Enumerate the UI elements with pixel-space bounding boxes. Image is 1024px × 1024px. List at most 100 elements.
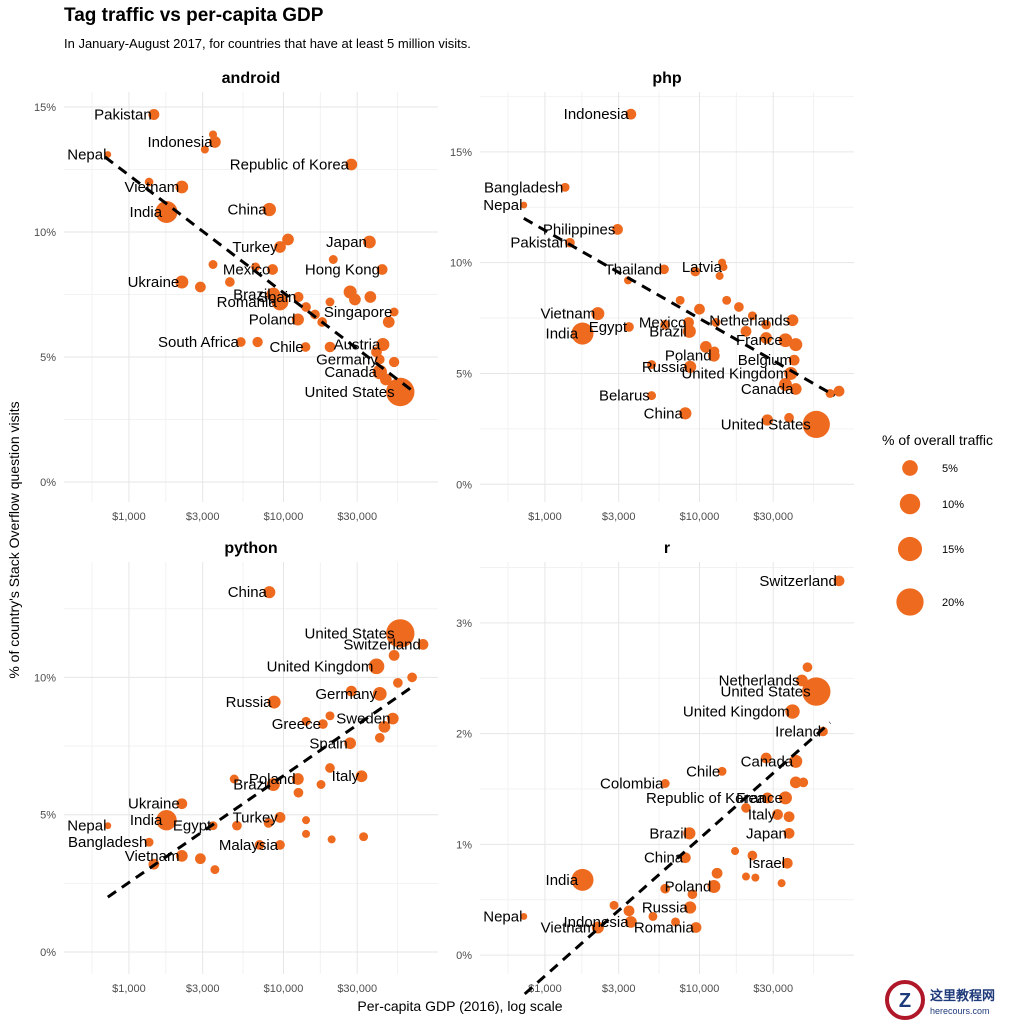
y-axis-title: % of country's Stack Overflow question v… <box>6 401 22 678</box>
data-point <box>229 774 239 784</box>
data-point <box>624 322 634 332</box>
point-label: Germany <box>315 686 377 703</box>
point-label: Netherlands <box>709 312 790 329</box>
data-point <box>660 319 671 330</box>
x-tick-label: $30,000 <box>753 983 793 995</box>
point-label: Egypt <box>589 319 628 336</box>
point-label: Vietnam <box>541 919 596 936</box>
point-label: Poland <box>665 348 712 365</box>
point-label: Nepal <box>67 818 106 835</box>
data-point <box>252 336 263 348</box>
data-point <box>345 158 358 171</box>
data-point <box>291 313 304 326</box>
point-label: United Kingdom <box>683 704 790 721</box>
data-point <box>200 145 209 154</box>
data-point <box>660 779 670 788</box>
point-label: Ukraine <box>128 274 180 291</box>
watermark-url: herecours.com <box>930 1006 990 1016</box>
data-point <box>325 763 335 773</box>
chart-title: Tag traffic vs per-capita GDP <box>64 5 324 26</box>
data-point <box>747 850 758 861</box>
size-legend: % of overall traffic 5% 10% 15% 20% <box>882 432 993 616</box>
data-point <box>740 325 752 337</box>
point-label: Italy <box>332 768 360 785</box>
point-label: Brazil <box>233 776 271 793</box>
point-label: Turkey <box>233 809 279 826</box>
data-point <box>684 360 697 373</box>
data-point <box>784 366 798 380</box>
point-label: Poland <box>249 771 296 788</box>
trend-line <box>104 155 415 394</box>
data-point <box>344 737 356 750</box>
data-point <box>675 295 685 305</box>
y-tick-label: 5% <box>456 368 472 380</box>
legend-key <box>899 493 921 515</box>
point-label: France <box>736 332 783 349</box>
point-label: Spain <box>309 735 347 752</box>
data-point <box>195 281 206 293</box>
point-label: United Kingdom <box>681 365 788 382</box>
x-tick-label: $10,000 <box>680 511 720 523</box>
data-point <box>709 346 720 357</box>
data-point <box>731 847 740 856</box>
data-point <box>711 318 721 327</box>
data-point <box>316 780 326 789</box>
data-point <box>684 901 697 914</box>
data-point <box>612 224 623 235</box>
data-point <box>225 277 235 287</box>
data-point <box>274 241 286 253</box>
point-label: China <box>228 584 268 601</box>
point-label: Japan <box>326 234 367 251</box>
data-point <box>781 857 793 869</box>
point-label: South Africa <box>158 334 240 351</box>
point-label: Netherlands <box>719 673 800 690</box>
data-point <box>660 883 671 894</box>
data-point <box>104 822 112 830</box>
data-point <box>388 356 400 368</box>
watermark-logo-letter: Z <box>899 990 911 1012</box>
data-point <box>407 672 417 683</box>
data-point <box>359 832 369 842</box>
data-point <box>777 879 786 888</box>
data-point <box>833 385 845 397</box>
data-point <box>364 291 377 303</box>
point-label: Republic of Korea <box>230 157 350 174</box>
data-point <box>208 260 218 269</box>
point-label: India <box>130 204 163 221</box>
point-label: Brazil <box>649 323 687 340</box>
x-tick-label: $3,000 <box>186 511 220 523</box>
data-point <box>734 302 744 312</box>
y-tick-label: 0% <box>456 950 472 962</box>
data-point <box>148 109 160 120</box>
point-label: China <box>227 202 267 219</box>
point-label: Canada <box>741 381 794 398</box>
point-label: United States <box>305 384 395 401</box>
data-point <box>176 798 188 810</box>
data-point <box>690 922 702 933</box>
point-label: Mexico <box>639 314 687 331</box>
data-point <box>778 791 792 805</box>
data-point <box>293 787 304 798</box>
point-label: Bangladesh <box>68 834 147 851</box>
point-label: United Kingdom <box>267 658 374 675</box>
data-point <box>282 233 294 246</box>
x-tick-label: $10,000 <box>264 511 304 523</box>
data-point <box>690 266 701 277</box>
point-label: Turkey <box>232 239 278 256</box>
data-point <box>210 865 220 875</box>
data-point <box>778 333 793 348</box>
data-point <box>783 811 795 823</box>
data-point <box>263 818 274 828</box>
point-label: Indonesia <box>147 134 213 151</box>
point-label: Vietnam <box>540 306 595 323</box>
data-point <box>195 853 206 865</box>
point-label: Mexico <box>223 262 271 279</box>
data-point <box>301 716 311 726</box>
point-label: Belgium <box>738 352 792 369</box>
data-point <box>760 332 772 344</box>
data-point <box>380 373 392 386</box>
legend-key <box>896 588 924 616</box>
data-point <box>671 917 680 927</box>
y-tick-label: 10% <box>34 227 56 239</box>
